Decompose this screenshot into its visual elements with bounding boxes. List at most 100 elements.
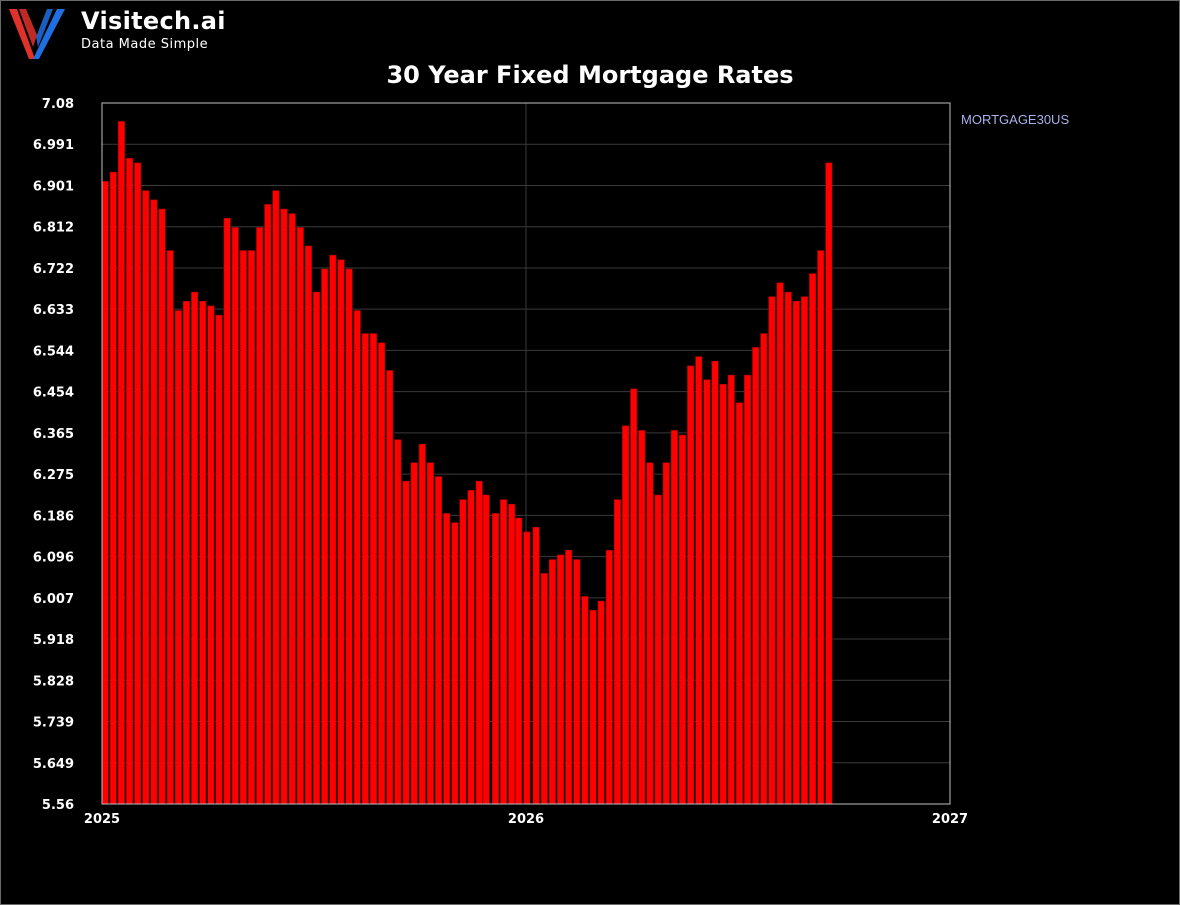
bar [581, 596, 589, 805]
y-tick-label: 6.544 [33, 344, 74, 359]
bar [482, 494, 490, 805]
x-tick-label: 2026 [508, 812, 544, 827]
bar [548, 559, 556, 805]
bar [239, 250, 247, 805]
y-tick-label: 6.007 [33, 592, 74, 607]
y-tick-label: 7.08 [42, 97, 74, 112]
bar [166, 250, 174, 805]
bar [288, 213, 296, 805]
y-tick-label: 5.739 [33, 716, 74, 731]
bar [467, 490, 475, 805]
bar [264, 204, 272, 805]
bar [540, 573, 548, 805]
bar [394, 439, 402, 805]
bar [142, 190, 150, 805]
bar [703, 379, 711, 805]
bar [491, 513, 499, 805]
bar [223, 218, 231, 805]
bar [280, 208, 288, 805]
bar [231, 227, 239, 805]
bar [134, 162, 142, 805]
bar [475, 480, 483, 805]
bar [711, 360, 719, 805]
bar [687, 365, 695, 805]
bar [215, 314, 223, 805]
y-tick-label: 6.186 [33, 509, 74, 524]
bar [565, 550, 573, 805]
y-tick-label: 6.722 [33, 262, 74, 277]
bar [809, 273, 817, 805]
x-tick-label: 2027 [932, 812, 968, 827]
bar [248, 250, 256, 805]
bar [313, 291, 321, 805]
y-tick-label: 6.096 [33, 551, 74, 566]
bar [817, 250, 825, 805]
bar [410, 462, 418, 805]
bar [825, 162, 833, 805]
bar [752, 347, 760, 805]
bar [532, 526, 540, 805]
bar [370, 333, 377, 805]
bar [500, 499, 508, 805]
bar [109, 171, 117, 805]
bar [630, 388, 638, 805]
bar [792, 301, 800, 805]
bar [158, 208, 166, 805]
bar [174, 310, 182, 805]
bar [605, 550, 613, 805]
bar [459, 499, 467, 805]
bar [622, 425, 630, 805]
bar [337, 259, 345, 805]
bar [443, 513, 451, 805]
bar [378, 342, 386, 805]
bar [654, 494, 662, 805]
logo-v-icon [9, 9, 65, 59]
bar [272, 190, 280, 805]
y-tick-label: 6.812 [33, 221, 74, 236]
brand-name: Visitech.ai [81, 7, 226, 35]
bar [597, 600, 605, 805]
y-tick-label: 5.649 [33, 757, 74, 772]
bar [768, 296, 776, 805]
bar [199, 301, 207, 805]
bar [183, 301, 190, 805]
bar [573, 559, 581, 805]
bar [207, 305, 215, 805]
bar [435, 476, 443, 805]
chart-title: 30 Year Fixed Mortgage Rates [386, 61, 794, 89]
bar [402, 480, 410, 805]
bar [508, 503, 516, 805]
bar [101, 181, 109, 805]
y-tick-label: 6.454 [33, 386, 74, 401]
bar [800, 296, 808, 805]
bar [735, 402, 743, 805]
bar [515, 517, 523, 805]
legend-entry: MORTGAGE30US [961, 112, 1070, 127]
bar [776, 282, 784, 805]
x-tick-label: 2025 [84, 812, 120, 827]
y-tick-label: 6.633 [33, 303, 74, 318]
bar [589, 609, 597, 805]
bar [418, 443, 426, 805]
bar [695, 356, 703, 805]
bar [744, 374, 752, 805]
y-tick-label: 6.365 [33, 427, 74, 442]
bar [613, 499, 621, 805]
bar [638, 430, 646, 805]
bar [361, 333, 369, 805]
bar [117, 121, 125, 805]
bar [150, 199, 158, 805]
bar [784, 291, 792, 805]
bar [304, 245, 312, 805]
y-tick-label: 6.901 [33, 179, 74, 194]
bar [191, 291, 199, 805]
bar [329, 254, 337, 805]
bar [719, 384, 727, 805]
brand-logo: Visitech.ai Data Made Simple [7, 5, 225, 65]
bar [256, 227, 264, 805]
y-tick-label: 5.918 [33, 633, 74, 648]
y-tick-label: 5.56 [42, 798, 74, 813]
bar [662, 462, 670, 805]
